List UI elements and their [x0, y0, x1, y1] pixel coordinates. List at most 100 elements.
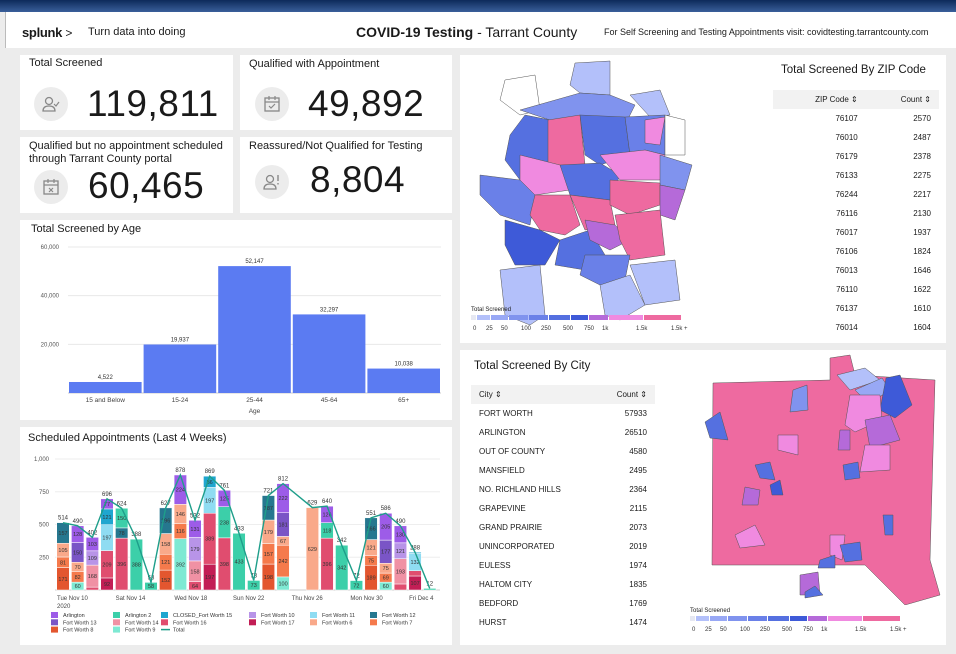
age-bar-chart: 20,000 40,000 60,000 4,522 15 and Below 19,93… [41, 245, 441, 415]
legend-swatch [477, 315, 490, 320]
table-row[interactable]: 76179 2378 [773, 147, 939, 166]
segment-value-label: 187 [264, 506, 273, 512]
zip-code-header[interactable]: ZIP Code ⇕ [773, 90, 866, 109]
segment-value-label: 72 [353, 583, 359, 589]
segment-value-label: 150 [73, 550, 82, 556]
segment-value-label: 209 [102, 562, 111, 568]
segment-value-label: 107 [410, 581, 419, 587]
segment-value-label: 396 [117, 562, 126, 568]
table-row[interactable]: 76013 1646 [773, 261, 939, 280]
row-label: 76116 [836, 209, 858, 218]
segment-value-label: 73 [251, 583, 257, 589]
appointment-segment [393, 583, 407, 591]
x-axis-title: Age [249, 408, 261, 415]
row-count: 1610 [913, 304, 931, 313]
x-tick-label: 15-24 [172, 397, 189, 404]
zip-choropleth-map[interactable] [460, 55, 760, 343]
appointment-segment [408, 570, 422, 577]
city-choropleth-map[interactable] [690, 350, 946, 605]
segment-value-label: 396 [322, 562, 331, 568]
segment-value-label: 222 [278, 496, 287, 502]
legend-label: Fort Worth 16 [173, 620, 207, 626]
row-label: ARLINGTON [479, 428, 526, 437]
segment-value-label: 238 [220, 520, 229, 526]
segment-value-label: 58 [148, 584, 154, 590]
sort-icon[interactable]: ⇕ [924, 95, 931, 104]
city-header[interactable]: City ⇕ [471, 385, 596, 404]
table-row[interactable]: GRAPEVINE 2115 [471, 499, 655, 518]
table-row[interactable]: BEDFORD 1769 [471, 594, 655, 613]
table-row[interactable]: HURST 1474 [471, 613, 655, 632]
legend-label: Fort Worth 13 [63, 620, 97, 626]
total-line [62, 473, 431, 589]
legend-swatch [471, 315, 476, 320]
row-count: 1835 [629, 580, 647, 589]
table-row[interactable]: 76133 2275 [773, 166, 939, 185]
segment-value-label: 158 [190, 569, 199, 575]
table-row[interactable]: HALTOM CITY 1835 [471, 575, 655, 594]
legend-swatch [589, 315, 608, 320]
segment-value-label: 179 [264, 530, 273, 536]
row-label: EULESS [479, 561, 511, 570]
count-header[interactable]: Count ⇕ [865, 90, 939, 109]
segment-value-label: 198 [264, 575, 273, 581]
table-row[interactable]: 76014 1604 [773, 318, 939, 337]
legend-swatch [549, 315, 570, 320]
sort-icon[interactable]: ⇕ [851, 95, 858, 104]
table-row[interactable]: NO. RICHLAND HILLS 2364 [471, 480, 655, 499]
sort-icon[interactable]: ⇕ [640, 390, 647, 399]
legend-label: 750 [803, 627, 814, 633]
table-row[interactable]: 76110 1622 [773, 280, 939, 299]
total-value-label: 532 [190, 513, 201, 519]
legend-swatch [509, 315, 528, 320]
table-row[interactable]: UNINCORPORATED 2019 [471, 537, 655, 556]
total-value-label: 812 [278, 477, 289, 483]
segment-value-label: 157 [58, 531, 67, 537]
segment-value-label: 116 [176, 529, 185, 535]
legend-label: Arlington [63, 613, 85, 619]
row-label: 76179 [835, 152, 858, 161]
table-row[interactable]: 76017 1937 [773, 223, 939, 242]
x-tick-label: Sat Nov 14 [116, 596, 146, 602]
x-tick-label: Tue Nov 10 [57, 596, 88, 602]
row-count: 1646 [913, 266, 931, 275]
table-row[interactable]: 76116 2130 [773, 204, 939, 223]
table-row[interactable]: ARLINGTON 26510 [471, 423, 655, 442]
kpi-not-qualified: Reassured/Not Qualified for Testing 8,80… [240, 137, 452, 213]
y-tick-label: 60,000 [41, 245, 60, 251]
table-row[interactable]: 76106 1824 [773, 242, 939, 261]
segment-value-label: 64 [192, 584, 198, 590]
segment-value-label: 205 [381, 525, 390, 531]
y-tick-label: 500 [39, 523, 50, 529]
table-row[interactable]: FORT WORTH 57933 [471, 404, 655, 423]
table-row[interactable]: 76107 2570 [773, 109, 939, 128]
chart-title: Total Screened by Age [31, 223, 142, 235]
kpi-title: Qualified but no appointment scheduled t… [29, 140, 223, 165]
city-title: Total Screened By City [474, 360, 591, 372]
row-label: FORT WORTH [479, 409, 533, 418]
legend-swatch [51, 619, 58, 626]
table-row[interactable]: 76010 2487 [773, 128, 939, 147]
table-row[interactable]: OUT OF COUNTY 4580 [471, 442, 655, 461]
table-row[interactable]: 76137 1610 [773, 299, 939, 318]
table-row[interactable]: 76244 2217 [773, 185, 939, 204]
row-label: 76017 [835, 228, 858, 237]
table-row[interactable]: EULESS 1974 [471, 556, 655, 575]
count-header[interactable]: Count ⇕ [595, 385, 655, 404]
splunk-logo[interactable]: splunk > [22, 25, 73, 40]
segment-value-label: 78 [119, 531, 125, 537]
legend-label: 1k [821, 627, 828, 633]
legend-swatch [696, 616, 709, 621]
table-row[interactable]: GRAND PRAIRIE 2073 [471, 518, 655, 537]
table-row[interactable]: MANSFIELD 2495 [471, 461, 655, 480]
segment-value-label: 242 [278, 559, 287, 565]
age-chart-panel: Total Screened by Age 20,000 40,000 60,000… [20, 220, 452, 420]
total-value-label: 402 [87, 530, 98, 536]
sort-icon[interactable]: ⇕ [495, 390, 502, 399]
total-value-label: 624 [117, 501, 128, 507]
segment-value-label: 121 [102, 515, 111, 521]
kpi-qualified-appointment: Qualified with Appointment 49,892 [240, 55, 452, 130]
appointment-segment [423, 588, 437, 591]
segment-value-label: 82 [75, 575, 81, 581]
legend-swatch [370, 619, 377, 626]
